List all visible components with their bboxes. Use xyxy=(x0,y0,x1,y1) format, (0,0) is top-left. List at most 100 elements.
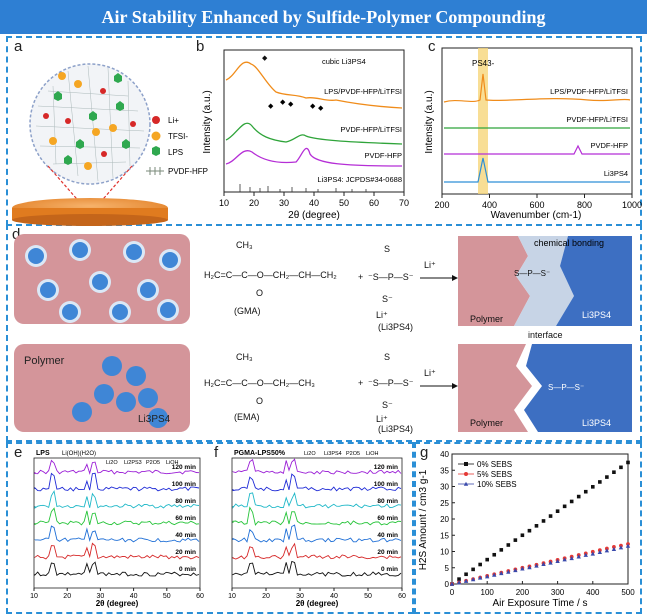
frame-middle xyxy=(6,224,642,442)
xtick-label: 20 xyxy=(63,593,71,600)
svg-text:H₂C=C—C—O—CH₂—CH₃: H₂C=C—C—O—CH₂—CH₃ xyxy=(204,378,315,388)
time-label: 60 min xyxy=(175,515,196,522)
time-label: 100 min xyxy=(374,481,398,488)
xtick-label: 60 xyxy=(398,593,406,600)
xrd-trace xyxy=(232,542,402,560)
g-point-10pct xyxy=(463,578,469,583)
panel-b-label-1: LPS/PVDF-HFP/LiTFSI xyxy=(324,87,402,96)
svg-text:S—P—S⁻: S—P—S⁻ xyxy=(548,383,584,392)
g-point-0pct xyxy=(555,509,560,513)
svg-text:+: + xyxy=(358,272,363,282)
lps-aggregate xyxy=(116,392,136,412)
time-label: 20 min xyxy=(377,549,398,556)
c-xtick-label: 800 xyxy=(577,200,592,210)
xrd-trace xyxy=(34,507,200,526)
panel-c-label-3: PVDF-HFP xyxy=(591,141,629,150)
svg-text:◆: ◆ xyxy=(280,99,286,106)
panel-d-schematic: CH₃ H₂C=C—C—O—CH₂—CH—CH₂ O (GMA) + ⁻S—P—… xyxy=(14,234,632,434)
g-point-0pct xyxy=(569,499,574,504)
trace-pvdf-litfsi xyxy=(225,122,403,145)
xrd-trace xyxy=(34,489,200,509)
svg-text:S—P—S⁻: S—P—S⁻ xyxy=(514,269,550,278)
g-point-0pct xyxy=(513,538,518,542)
svg-text:⁻S—P—S⁻: ⁻S—P—S⁻ xyxy=(368,378,414,388)
svg-text:⁻S—P—S⁻: ⁻S—P—S⁻ xyxy=(368,272,414,282)
li-ion xyxy=(65,118,71,124)
xtick-label: 30 xyxy=(296,593,304,600)
time-label: 100 min xyxy=(172,481,196,488)
g-point-10pct xyxy=(583,552,588,557)
panel-label-b: b xyxy=(196,38,205,55)
g-legend-marker xyxy=(463,481,469,486)
g-point-0pct xyxy=(541,519,546,523)
xrd-trace xyxy=(232,560,402,577)
g-point-0pct xyxy=(612,470,616,474)
g-ylabel: H2S Amount / cm3 g-1 xyxy=(418,469,429,570)
panel-c-ylabel: Intensity (a.u.) xyxy=(424,90,435,153)
panel-e-legend-4: LiOH xyxy=(166,460,179,466)
panel-e-xlabel: 2θ (degree) xyxy=(96,599,139,608)
lps-particle xyxy=(28,248,44,264)
tfsi-ion xyxy=(92,128,100,136)
panel-b-label-3: PVDF-HFP xyxy=(365,151,403,160)
lps-particle xyxy=(112,304,128,320)
li-ion xyxy=(43,113,49,119)
li-ion xyxy=(101,151,107,157)
g-point-10pct xyxy=(604,548,610,553)
panel-f-legend-2: P2O5 xyxy=(346,451,360,457)
lps-particle xyxy=(160,302,176,318)
time-label: 40 min xyxy=(175,532,196,539)
xrd-trace xyxy=(232,458,402,475)
g-legend-label: 5% SEBS xyxy=(477,470,512,479)
panel-label-a: a xyxy=(14,38,23,55)
g-xtick-label: 300 xyxy=(551,588,565,597)
g-point-10pct xyxy=(492,572,497,577)
panel-c-raman: Intensity (a.u.) 200 400 600 800 1000 Wavenu… xyxy=(424,47,642,221)
panel-c-label-4: Li3PS4 xyxy=(604,169,628,178)
g-point-10pct xyxy=(576,554,581,559)
lps-aggregate xyxy=(138,388,158,408)
xrd-trace xyxy=(232,506,402,526)
figure-title: Air Stability Enhanced by Sulfide-Polyme… xyxy=(0,0,647,34)
g-point-10pct xyxy=(597,549,603,554)
xrd-trace xyxy=(232,524,402,543)
g-point-10pct xyxy=(485,574,490,579)
b-xtick-label: 40 xyxy=(309,198,319,208)
g-point-10pct xyxy=(506,569,511,574)
panel-label-f: f xyxy=(214,444,219,461)
panel-b-label-2: PVDF-HFP/LiTFSI xyxy=(340,125,402,134)
panel-e-legend-0: Li(OH)(H2O) xyxy=(62,451,96,457)
g-point-0pct xyxy=(464,572,468,577)
panel-c-peak-label: PS43- xyxy=(472,59,495,68)
time-label: 120 min xyxy=(374,464,398,471)
b-xtick-label: 50 xyxy=(339,198,349,208)
panel-c-xlabel: Wavenumber (cm-1) xyxy=(491,210,582,221)
g-ytick-label: 0 xyxy=(445,580,450,589)
g-point-0pct xyxy=(471,567,475,572)
panel-f-legend-0: Li2O xyxy=(304,451,316,457)
g-xtick-label: 100 xyxy=(481,588,495,597)
g-point-10pct xyxy=(611,546,617,552)
svg-text:◆: ◆ xyxy=(268,103,274,110)
g-point-10pct xyxy=(541,561,546,566)
xrd-trace xyxy=(34,459,200,475)
b-xtick-label: 10 xyxy=(219,198,229,208)
g-point-0pct xyxy=(605,475,609,479)
panel-b-legend-marker: cubic Li3PS4 xyxy=(322,57,366,66)
trace-c-3 xyxy=(444,144,630,155)
g-point-0pct xyxy=(548,514,553,518)
panel-b-xrd: Intensity (a.u.) 10 20 30 40 50 60 70 2θ (degr… xyxy=(202,49,409,221)
tfsi-ion xyxy=(74,80,82,88)
panel-b-label-4: Li3PS4: JCPDS#34-0688 xyxy=(317,175,402,184)
label-li3ps4-top: Li3PS4 xyxy=(582,310,611,320)
svg-text:H₂C=C—C—O—CH₂—CH—CH₂: H₂C=C—C—O—CH₂—CH—CH₂ xyxy=(204,270,337,280)
g-point-10pct xyxy=(548,560,553,565)
c-xtick-label: 400 xyxy=(482,200,497,210)
svg-text:◆: ◆ xyxy=(318,105,324,112)
g-point-10pct xyxy=(527,565,532,570)
g-ytick-label: 40 xyxy=(440,450,449,459)
panel-b-ylabel: Intensity (a.u.) xyxy=(202,90,213,153)
svg-text:Li⁺: Li⁺ xyxy=(424,260,436,270)
g-point-0pct xyxy=(527,528,532,533)
panel-c-label-1: LPS/PVDF-HFP/LiTFSI xyxy=(550,87,628,96)
